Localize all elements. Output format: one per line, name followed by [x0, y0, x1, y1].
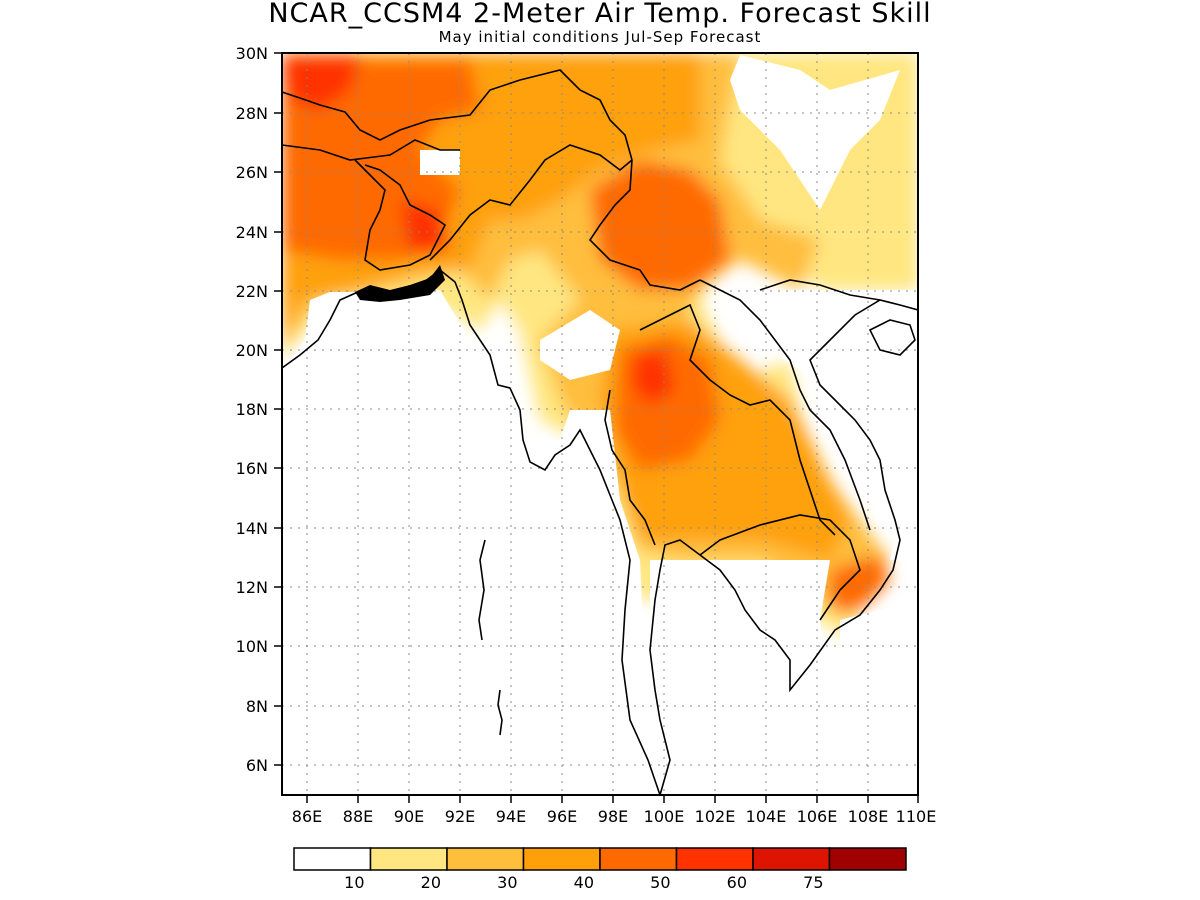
lat-label: 26N	[236, 163, 268, 182]
lon-label: 94E	[496, 807, 526, 826]
andaman-islands	[478, 539, 486, 641]
axis-ticks	[274, 52, 919, 803]
lat-label: 12N	[236, 578, 268, 597]
colorbar: 10 20 30 40 50 60 75	[293, 847, 907, 892]
ganges-delta	[355, 265, 445, 302]
colorbar-label: 40	[574, 873, 594, 892]
lon-label: 88E	[343, 807, 373, 826]
border-myanmar-thailand	[604, 389, 656, 546]
field-red-thai	[632, 350, 675, 405]
field-darkorange-myanmar	[590, 160, 730, 290]
lat-label: 10N	[236, 637, 268, 656]
field-darkorange-cambodia	[830, 555, 890, 610]
lon-label: 86E	[292, 807, 322, 826]
border-myanmar-china	[588, 159, 701, 291]
map-frame	[281, 52, 919, 796]
lon-label: 104E	[746, 807, 787, 826]
border-india-myanmar	[429, 144, 633, 261]
colorbar-label: 20	[421, 873, 441, 892]
colorbar-swatch	[293, 847, 372, 871]
lat-label: 6N	[246, 756, 268, 775]
lon-label: 110E	[896, 807, 937, 826]
colorbar-swatch	[522, 847, 601, 871]
colorbar-label: 60	[727, 873, 747, 892]
colorbar-swatch	[675, 847, 754, 871]
border-bangladesh	[354, 159, 447, 271]
colorbar-swatch	[752, 847, 831, 871]
colorbar-swatch	[828, 847, 907, 871]
lon-label: 90E	[394, 807, 424, 826]
map-subtitle: May initial conditions Jul-Sep Forecast	[438, 28, 762, 46]
coastline-gulf-thailand	[649, 299, 918, 795]
lon-label: 100E	[644, 807, 685, 826]
lat-labels: 30N 28N 26N 24N 22N 20N 18N 16N 14N 12N …	[236, 44, 268, 775]
lon-labels: 86E 88E 90E 92E 94E 96E 98E 100E 102E 10…	[292, 807, 937, 826]
colorbar-swatch	[369, 847, 448, 871]
border-china-vietnam	[759, 279, 881, 301]
skill-field	[282, 53, 918, 795]
lat-label: 28N	[236, 104, 268, 123]
colorbar-label: 30	[497, 873, 517, 892]
coastline-nw-land	[282, 69, 633, 161]
colorbar-label: 50	[650, 873, 670, 892]
lon-label: 92E	[445, 807, 475, 826]
lon-label: 102E	[695, 807, 736, 826]
border-laos-vietnam	[699, 279, 871, 531]
lon-label: 106E	[797, 807, 838, 826]
coastlines	[282, 69, 918, 795]
map-title: NCAR_CCSM4 2-Meter Air Temp. Forecast Sk…	[268, 0, 932, 29]
lon-label: 98E	[598, 807, 628, 826]
lat-label: 14N	[236, 519, 268, 538]
lon-label: 96E	[547, 807, 577, 826]
lat-label: 30N	[236, 44, 268, 63]
lat-label: 22N	[236, 282, 268, 301]
lat-label: 8N	[246, 697, 268, 716]
field-red-nw	[282, 55, 360, 110]
border-nepal-bhutan	[282, 139, 460, 161]
colorbar-swatch	[599, 847, 678, 871]
lon-label: 108E	[848, 807, 889, 826]
lat-label: 20N	[236, 341, 268, 360]
nicobar-islands	[497, 689, 503, 736]
lat-label: 16N	[236, 459, 268, 478]
border-cambodia	[699, 514, 861, 621]
lat-label: 18N	[236, 400, 268, 419]
colorbar-label: 75	[803, 873, 823, 892]
no-data-mask	[282, 55, 918, 795]
colorbar-swatch	[446, 847, 525, 871]
colorbar-label: 10	[344, 873, 364, 892]
lat-label: 24N	[236, 223, 268, 242]
border-thailand-laos	[639, 303, 836, 536]
hainan	[868, 319, 916, 356]
